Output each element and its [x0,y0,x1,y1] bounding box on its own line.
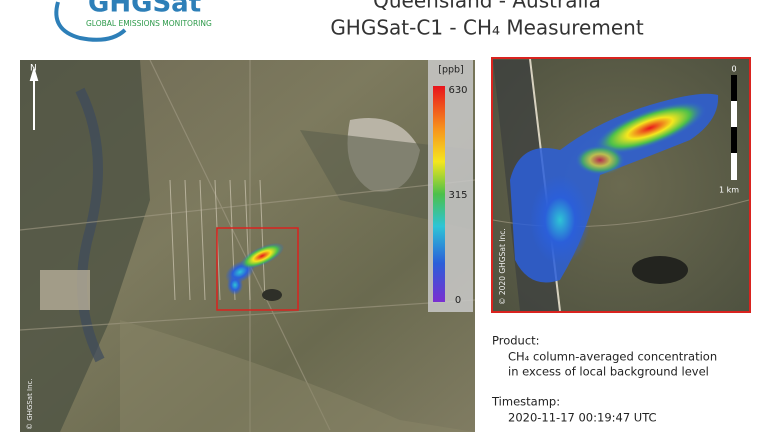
product-text: CH₄ column-averaged concentration [508,350,717,364]
north-arrow [29,66,39,130]
timestamp: 2020-11-17 00:19:47 UTC [508,411,657,425]
inset-frame [491,57,751,313]
plume [225,242,285,295]
scale-label: 0 [731,65,736,74]
copyright: © 2020 GHGSat Inc. [498,228,507,305]
timestamp-label: Timestamp: [491,395,560,409]
title-line: GHGSat-C1 - CH₄ Measurement [330,16,644,40]
copyright: © GHGSat Inc. [26,378,34,430]
logo-tagline: GLOBAL EMISSIONS MONITORING [86,19,212,28]
satellite-map [20,60,475,432]
product-text: in excess of local background level [508,365,709,379]
logo: GHGSat [88,0,201,19]
inset-map [493,59,749,311]
colorbar-tick-label: 0 [455,295,461,306]
inset-outline [216,227,299,311]
colorbar [433,86,445,302]
colorbar-tick-label: 315 [448,190,467,201]
title-line: Queensland - Australia [373,0,601,13]
product-label: Product: [492,334,540,348]
colorbar-unit: [ppb] [438,65,464,76]
scale-label: 1 km [719,186,739,195]
colorbar-tick-label: 630 [448,85,467,96]
north-label: N [30,64,37,74]
logo-swoosh [54,1,127,42]
